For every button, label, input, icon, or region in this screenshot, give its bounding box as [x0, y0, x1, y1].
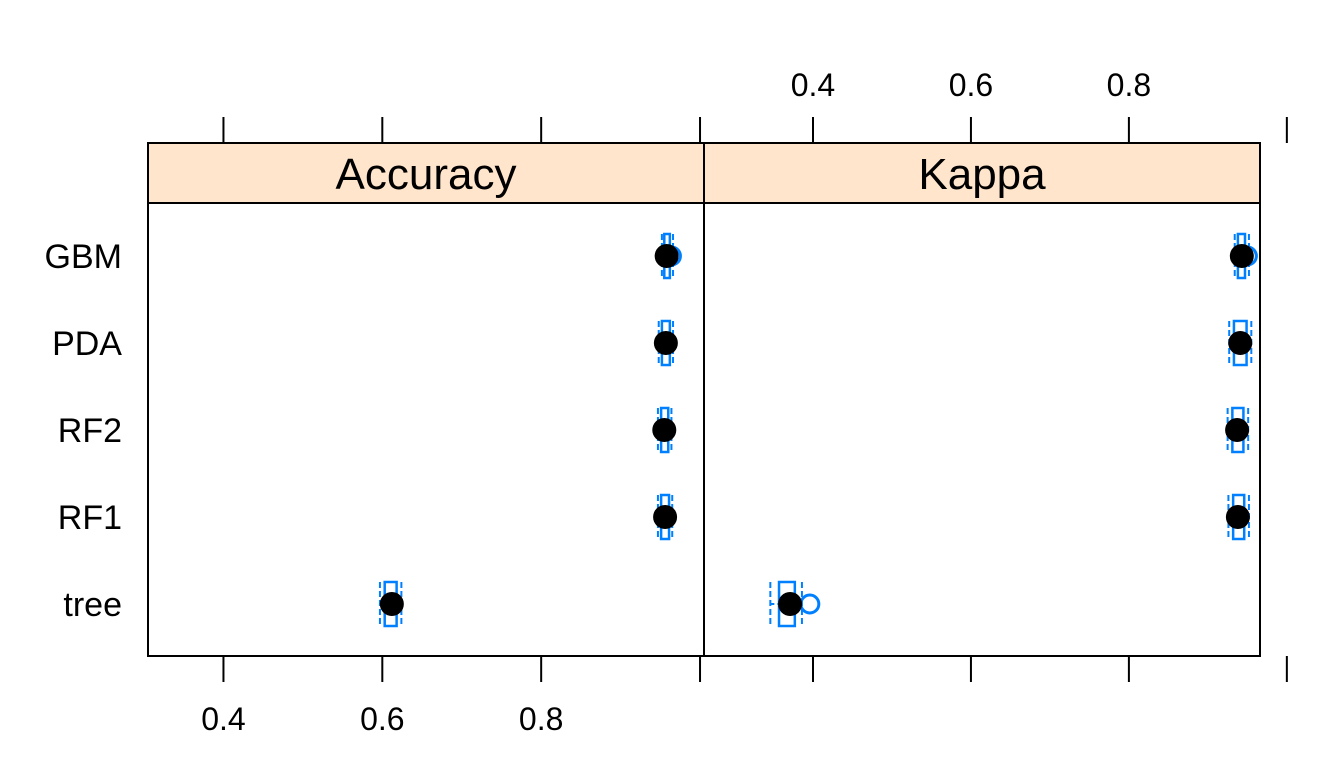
panel-kappa: Kappa 0.4 0.6 0.8 [703, 67, 1288, 682]
mark-group-accuracy-gbm [654, 232, 682, 280]
panel-accuracy: Accuracy 0.4 0.6 0.8 [147, 117, 705, 737]
mark-group-kappa-rf2 [1225, 406, 1250, 454]
median-dot-kappa-tree [778, 592, 803, 616]
tick-label-accuracy-0-4: 0.4 [201, 701, 245, 737]
mark-group-kappa-pda [1228, 319, 1253, 367]
category-label-rf1: RF1 [58, 499, 122, 537]
strip-label-accuracy: Accuracy [336, 150, 517, 199]
tick-label-accuracy-0-6: 0.6 [360, 701, 404, 737]
median-dot-kappa-rf1 [1225, 505, 1250, 529]
mark-group-accuracy-pda [653, 319, 678, 367]
strip-label-kappa: Kappa [918, 150, 1046, 199]
median-dot-accuracy-rf2 [652, 418, 677, 442]
median-dot-accuracy-rf1 [653, 505, 678, 529]
category-label-tree: tree [63, 586, 122, 624]
median-dot-accuracy-pda [653, 331, 678, 355]
mark-group-accuracy-tree [378, 580, 404, 628]
mark-group-accuracy-rf2 [652, 406, 677, 454]
mean-marker-kappa-tree [799, 593, 821, 615]
category-label-pda: PDA [52, 325, 122, 363]
panel-frame-accuracy [147, 202, 705, 657]
tick-label-accuracy-0-8: 0.8 [519, 701, 563, 737]
mark-group-kappa-tree [769, 580, 821, 628]
median-dot-kappa-rf2 [1225, 418, 1250, 442]
mark-group-accuracy-rf1 [653, 493, 678, 541]
tick-label-kappa-0-8: 0.8 [1107, 67, 1151, 103]
median-dot-accuracy-gbm [654, 244, 679, 268]
median-dot-accuracy-tree [379, 592, 404, 616]
category-label-gbm: GBM [45, 238, 122, 276]
mark-group-kappa-gbm [1229, 232, 1258, 280]
median-dot-kappa-pda [1228, 331, 1253, 355]
tick-label-kappa-0-4: 0.4 [791, 67, 835, 103]
category-label-rf2: RF2 [58, 412, 122, 450]
median-dot-kappa-gbm [1229, 244, 1254, 268]
panel-frame-kappa [703, 202, 1261, 657]
strip-kappa [703, 142, 1261, 204]
strip-accuracy [147, 142, 705, 204]
mark-group-kappa-rf1 [1225, 493, 1250, 541]
tick-label-kappa-0-6: 0.6 [949, 67, 993, 103]
